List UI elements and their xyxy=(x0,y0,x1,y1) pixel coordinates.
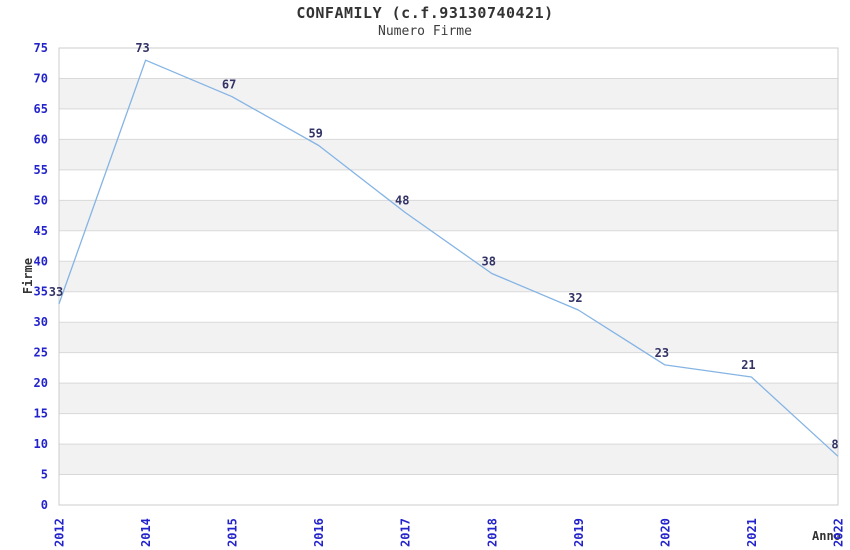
data-label: 73 xyxy=(135,41,149,55)
plot-band xyxy=(59,48,838,79)
x-tick-label: 2012 xyxy=(53,518,67,547)
chart-title: CONFAMILY (c.f.93130740421) xyxy=(296,4,554,22)
x-tick-label: 2018 xyxy=(485,518,499,547)
data-label: 21 xyxy=(741,358,755,372)
plot-band xyxy=(59,200,838,231)
y-tick-label: 35 xyxy=(34,285,48,299)
x-tick-label: 2022 xyxy=(832,518,846,547)
y-tick-label: 20 xyxy=(34,376,48,390)
data-label: 38 xyxy=(482,254,496,268)
plot-band xyxy=(59,444,838,475)
y-tick-label: 55 xyxy=(34,163,48,177)
chart-subtitle: Numero Firme xyxy=(378,24,472,39)
plot-band xyxy=(59,383,838,414)
plot-band xyxy=(59,291,838,323)
y-tick-label: 10 xyxy=(34,437,48,451)
data-label: 32 xyxy=(568,291,582,305)
y-tick-label: 60 xyxy=(34,132,48,146)
plot-border xyxy=(58,47,839,506)
plot-band xyxy=(59,352,838,384)
plot-band xyxy=(59,474,838,505)
y-tick-label: 70 xyxy=(34,71,48,85)
x-tick-label: 2019 xyxy=(572,518,586,547)
data-label: 67 xyxy=(222,78,236,92)
plot-band xyxy=(59,108,838,140)
x-tick-label: 2014 xyxy=(139,518,153,547)
data-label: 8 xyxy=(831,437,838,451)
y-tick-label: 50 xyxy=(34,193,48,207)
y-tick-label: 40 xyxy=(34,254,48,268)
y-tick-label: 45 xyxy=(34,224,48,238)
data-label: 33 xyxy=(49,285,63,299)
y-tick-label: 65 xyxy=(34,102,48,116)
plot-band xyxy=(59,78,838,109)
x-tick-label: 2016 xyxy=(312,518,326,547)
data-label: 59 xyxy=(308,126,322,140)
plot-band xyxy=(59,261,838,292)
x-tick-label: 2015 xyxy=(226,518,240,547)
plot-band xyxy=(59,322,838,353)
y-tick-label: 30 xyxy=(34,315,48,329)
y-tick-label: 5 xyxy=(41,468,48,482)
data-line xyxy=(58,59,839,457)
plot-band xyxy=(59,169,838,201)
data-label: 23 xyxy=(655,346,669,360)
plot-band xyxy=(59,139,838,170)
data-label: 48 xyxy=(395,194,409,208)
plot-band xyxy=(59,413,838,445)
x-axis-title: Anno xyxy=(812,529,841,543)
y-tick-label: 25 xyxy=(34,346,48,360)
x-tick-label: 2017 xyxy=(399,518,413,547)
y-tick-label: 75 xyxy=(34,41,48,55)
plot-band xyxy=(59,230,838,262)
y-tick-label: 0 xyxy=(41,498,48,512)
x-tick-label: 2021 xyxy=(745,518,759,547)
y-tick-label: 15 xyxy=(34,407,48,421)
x-tick-label: 2020 xyxy=(658,518,672,547)
